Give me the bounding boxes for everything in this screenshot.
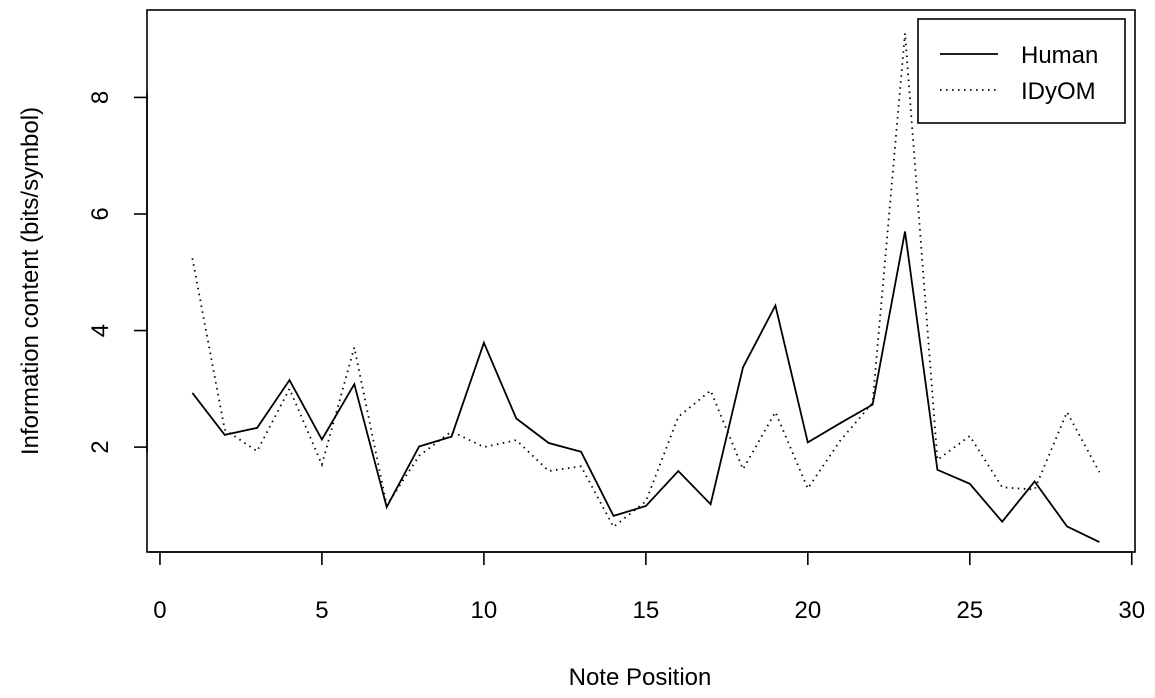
y-tick-label: 6: [87, 207, 114, 220]
y-tick-label: 2: [87, 440, 114, 453]
x-tick-label: 15: [633, 597, 660, 624]
series-layer: [191, 33, 1101, 543]
legend-label-idyom: IDyOM: [1021, 78, 1096, 105]
legend-label-human: Human: [1021, 42, 1098, 69]
x-tick-label: 5: [315, 597, 328, 624]
x-tick-label: 0: [153, 597, 166, 624]
x-tick-label: 30: [1118, 597, 1145, 624]
x-axis-label: Note Position: [569, 664, 712, 691]
x-tick-label: 25: [956, 597, 983, 624]
y-axis-label: Information content (bits/symbol): [17, 107, 44, 455]
x-tick-label: 10: [471, 597, 498, 624]
legend-box: [917, 18, 1126, 124]
y-tick-label: 8: [87, 91, 114, 104]
legend: Human IDyOM: [917, 18, 1126, 124]
series-line-human: [191, 231, 1100, 543]
y-tick-label: 4: [87, 324, 114, 337]
x-tick-label: 20: [794, 597, 821, 624]
x-axis: 0 5 10 15 20 25 30: [149, 551, 1145, 624]
y-axis: 2 4 6 8: [87, 91, 148, 454]
